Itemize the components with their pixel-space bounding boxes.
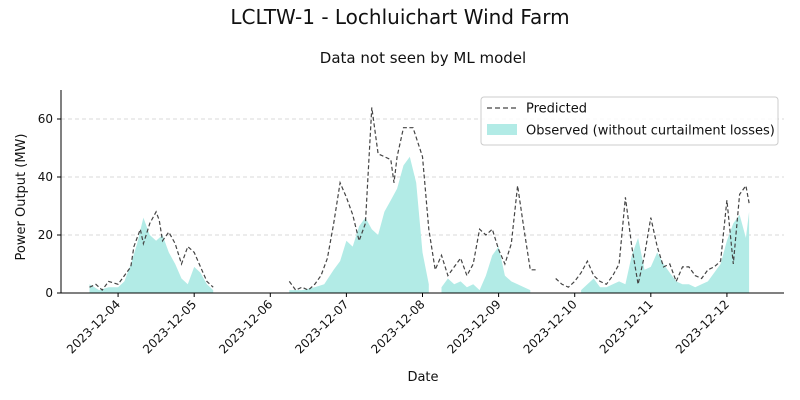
y-tick-label: 0	[45, 286, 53, 300]
predicted-line-segment	[288, 107, 537, 291]
observed-area-segment	[581, 211, 750, 293]
observed-area-segment	[441, 246, 531, 293]
observed-area-segment	[89, 217, 214, 293]
predicted-line-segment	[89, 210, 214, 291]
predicted-line-segment	[555, 184, 750, 288]
predicted-line	[89, 107, 750, 291]
x-tick-label: 2023-12-06	[216, 297, 275, 356]
x-ticks: 2023-12-04 2023-12-05 2023-12-06 2023-12-07…	[64, 293, 732, 356]
y-ticks: 0 20 40 60	[38, 112, 61, 300]
x-axis-label: Date	[407, 370, 438, 385]
y-axis-label: Power Output (MW)	[14, 134, 29, 261]
x-tick-label: 2023-12-09	[445, 297, 504, 356]
x-tick-label: 2023-12-12	[673, 297, 732, 356]
legend-box	[480, 96, 779, 146]
x-tick-label: 2023-12-04	[64, 297, 123, 356]
x-tick-label: 2023-12-10	[521, 297, 580, 356]
legend-observed-label: Observed (without curtailment losses)	[526, 124, 775, 139]
legend-observed-swatch	[487, 124, 517, 135]
y-tick-label: 60	[38, 112, 53, 126]
x-tick-label: 2023-12-07	[292, 297, 351, 356]
x-tick-label: 2023-12-08	[368, 297, 427, 356]
legend: Predicted Observed (without curtailment …	[480, 96, 779, 146]
chart-title: LCLTW-1 - Lochluichart Wind Farm	[230, 5, 569, 29]
observed-area-segment	[289, 156, 429, 293]
y-tick-label: 20	[38, 228, 53, 242]
x-tick-label: 2023-12-05	[140, 297, 199, 356]
observed-area	[89, 156, 750, 293]
y-tick-label: 40	[38, 170, 53, 184]
chart-subtitle: Data not seen by ML model	[320, 49, 526, 67]
legend-predicted-label: Predicted	[526, 102, 587, 117]
x-tick-label: 2023-12-11	[597, 297, 656, 356]
